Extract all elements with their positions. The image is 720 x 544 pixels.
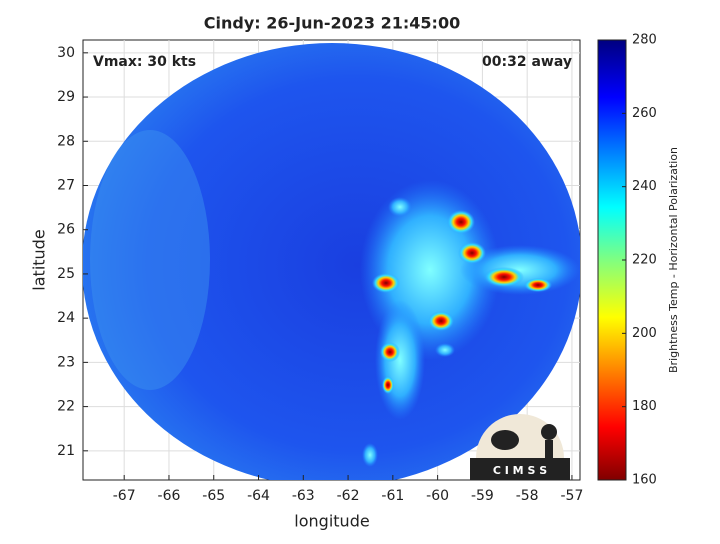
colorbar-tick-label: 160 (632, 473, 657, 488)
colorbar-tick-label: 180 (632, 399, 657, 414)
y-tick-label: 21 (57, 443, 75, 459)
y-tick-label: 30 (57, 45, 75, 61)
annotation: 00:32 away (482, 54, 572, 70)
x-tick-label: -59 (471, 488, 494, 504)
y-axis-label: latitude (30, 229, 49, 290)
y-tick-label: 25 (57, 266, 75, 282)
y-tick-label: 29 (57, 89, 75, 105)
y-tick-label: 28 (57, 133, 75, 149)
logo-text: C I M S S (493, 464, 547, 477)
x-tick-label: -61 (381, 488, 404, 504)
y-tick-label: 26 (57, 222, 75, 238)
colorbar-tick-label: 240 (632, 179, 657, 194)
colorbar-tick-label: 220 (632, 253, 657, 268)
x-tick-label: -67 (113, 488, 136, 504)
x-tick-label: -64 (247, 488, 270, 504)
image (83, 43, 580, 480)
colorbar-tick-label: 280 (632, 33, 657, 48)
x-tick-label: -62 (337, 488, 360, 504)
x-tick-label: -58 (516, 488, 539, 504)
y-tick-label: 23 (57, 354, 75, 370)
y-tick-label: 24 (57, 310, 75, 326)
colorbar (597, 39, 627, 481)
x-tick-label: -65 (202, 488, 225, 504)
x-axis-label: longitude (294, 512, 369, 531)
colorbar-label: Brightness Temp - Horizontal Polarizatio… (667, 147, 680, 373)
x-tick-label: -60 (426, 488, 449, 504)
colorbar-tick-label: 260 (632, 106, 657, 121)
annotation: Vmax: 30 kts (93, 54, 196, 70)
chart-title: Cindy: 26-Jun-2023 21:45:00 (204, 14, 460, 33)
colorbar-tick-label: 200 (632, 326, 657, 341)
x-tick-label: -66 (158, 488, 181, 504)
x-tick-label: -63 (292, 488, 315, 504)
y-tick-label: 27 (57, 177, 75, 193)
y-tick-label: 22 (57, 399, 75, 415)
x-tick-label: -57 (561, 488, 584, 504)
logo: C I M S S (470, 414, 570, 480)
